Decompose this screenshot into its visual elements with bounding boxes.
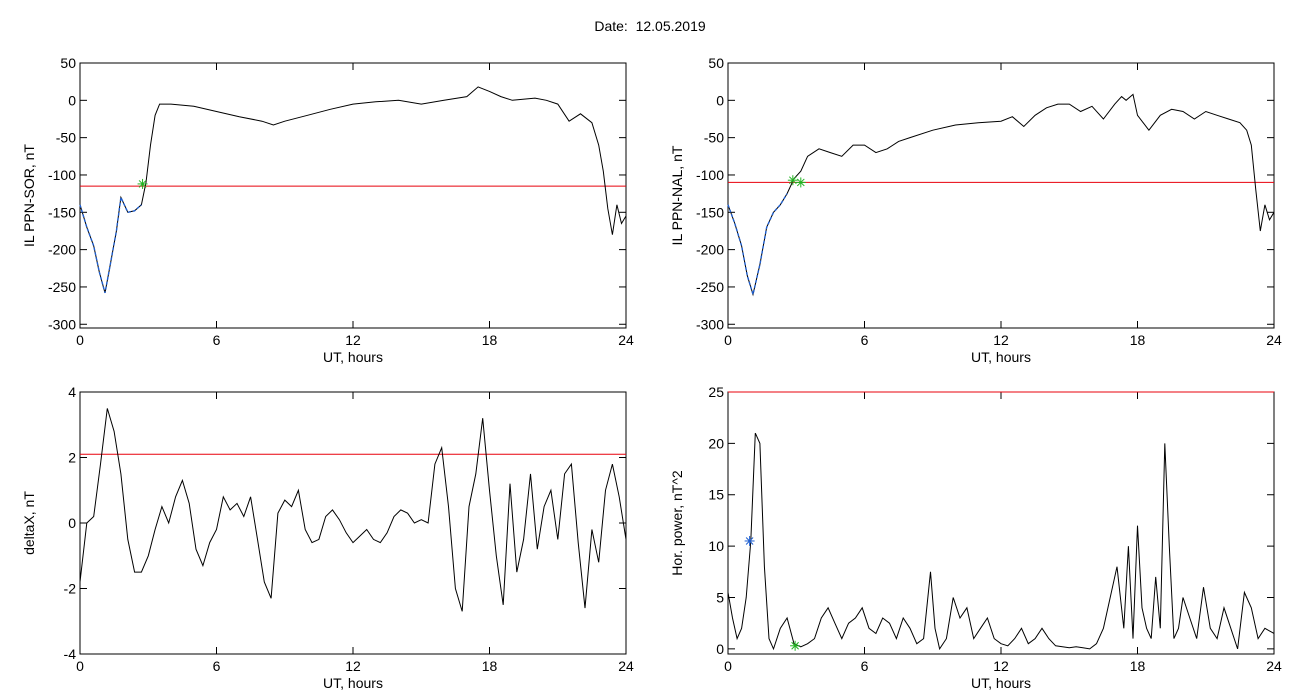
- y-tick-label: 2: [68, 450, 76, 466]
- y-tick-label: -4: [64, 646, 77, 662]
- event-marker: [787, 175, 798, 186]
- figure-date-title: Date: 12.05.2019: [0, 18, 1300, 34]
- y-axis-label: deltaX, nT: [21, 491, 37, 555]
- x-tick-label: 18: [1130, 332, 1146, 348]
- plot-frame: [727, 62, 1275, 329]
- y-tick-label: 4: [68, 384, 76, 400]
- y-tick-label: -50: [56, 130, 76, 146]
- y-tick-label: 20: [708, 435, 724, 451]
- plot-frame: [79, 62, 627, 329]
- y-tick-label: -100: [48, 167, 76, 183]
- x-tick-label: 0: [724, 332, 732, 348]
- x-axis-label: UT, hours: [323, 349, 383, 365]
- y-tick-label: 50: [708, 55, 724, 71]
- x-tick-label: 6: [861, 332, 869, 348]
- y-tick-label: -100: [696, 167, 724, 183]
- y-axis-label: IL PPN-SOR, nT: [21, 144, 37, 247]
- x-tick-label: 6: [213, 658, 221, 674]
- event-marker: [795, 177, 806, 188]
- x-tick-label: 12: [993, 332, 1009, 348]
- y-tick-label: 50: [60, 55, 76, 71]
- y-axis-label: Hor. power, nT^2: [669, 470, 685, 576]
- x-tick-label: 0: [76, 332, 84, 348]
- series-line: [80, 86, 626, 294]
- y-tick-label: 0: [68, 92, 76, 108]
- y-tick-label: -150: [48, 204, 76, 220]
- y-tick-label: -300: [48, 316, 76, 332]
- plot-frame: [727, 391, 1275, 655]
- panel-il-ppn-sor: 0 6 12 18 24 50 0 -50 -100 -150 -200 -250 -300 UT, ho…: [21, 55, 634, 365]
- event-marker: [137, 178, 148, 189]
- x-tick-label: 12: [345, 658, 361, 674]
- y-tick-label: -150: [696, 204, 724, 220]
- y-tick-label: 25: [708, 384, 724, 400]
- y-tick-label: -250: [48, 279, 76, 295]
- y-tick-label: -250: [696, 279, 724, 295]
- x-tick-label: 12: [345, 332, 361, 348]
- panel-hor-power: 0 6 12 18 24 25 20 15 10 5 0 UT, hours Hor. power, n…: [669, 384, 1282, 691]
- x-tick-label: 24: [1266, 332, 1282, 348]
- y-tick-label: 10: [708, 538, 724, 554]
- panel-delta-x: 0 6 12 18 24 4 2 0 -2 -4 UT, hours deltaX, nT: [21, 384, 634, 691]
- x-tick-label: 6: [861, 658, 869, 674]
- x-axis-label: UT, hours: [971, 349, 1031, 365]
- x-tick-label: 18: [1130, 658, 1146, 674]
- y-tick-label: 0: [68, 515, 76, 531]
- y-tick-label: -200: [696, 242, 724, 258]
- y-tick-label: 0: [716, 92, 724, 108]
- x-tick-label: 0: [76, 658, 84, 674]
- x-tick-label: 6: [213, 332, 221, 348]
- x-axis-label: UT, hours: [971, 675, 1031, 691]
- event-marker: [790, 640, 801, 651]
- x-tick-label: 24: [618, 658, 634, 674]
- x-tick-label: 18: [482, 658, 498, 674]
- y-tick-label: 0: [716, 641, 724, 657]
- y-tick-label: 15: [708, 487, 724, 503]
- date-value: 12.05.2019: [635, 18, 706, 34]
- y-tick-label: -2: [64, 581, 77, 597]
- date-label: Date:: [594, 18, 628, 34]
- series-line: [728, 432, 1274, 651]
- x-tick-label: 12: [993, 658, 1009, 674]
- x-axis-label: UT, hours: [323, 675, 383, 691]
- y-tick-label: -50: [704, 130, 724, 146]
- fit-line: [727, 193, 788, 298]
- y-tick-label: -200: [48, 242, 76, 258]
- fit-line: [79, 194, 142, 294]
- x-tick-label: 24: [618, 332, 634, 348]
- x-tick-label: 24: [1266, 658, 1282, 674]
- plot-frame: [79, 391, 627, 655]
- x-tick-label: 18: [482, 332, 498, 348]
- x-tick-label: 0: [724, 658, 732, 674]
- series-line: [728, 93, 1274, 297]
- event-marker: [744, 535, 755, 546]
- panel-il-ppn-nal: 0 6 12 18 24 50 0 -50 -100 -150 -200 -250 -300 UT, ho…: [669, 55, 1282, 365]
- series-line: [80, 408, 626, 612]
- y-axis-label: IL PPN-NAL, nT: [669, 145, 685, 245]
- y-tick-label: 5: [716, 589, 724, 605]
- y-tick-label: -300: [696, 316, 724, 332]
